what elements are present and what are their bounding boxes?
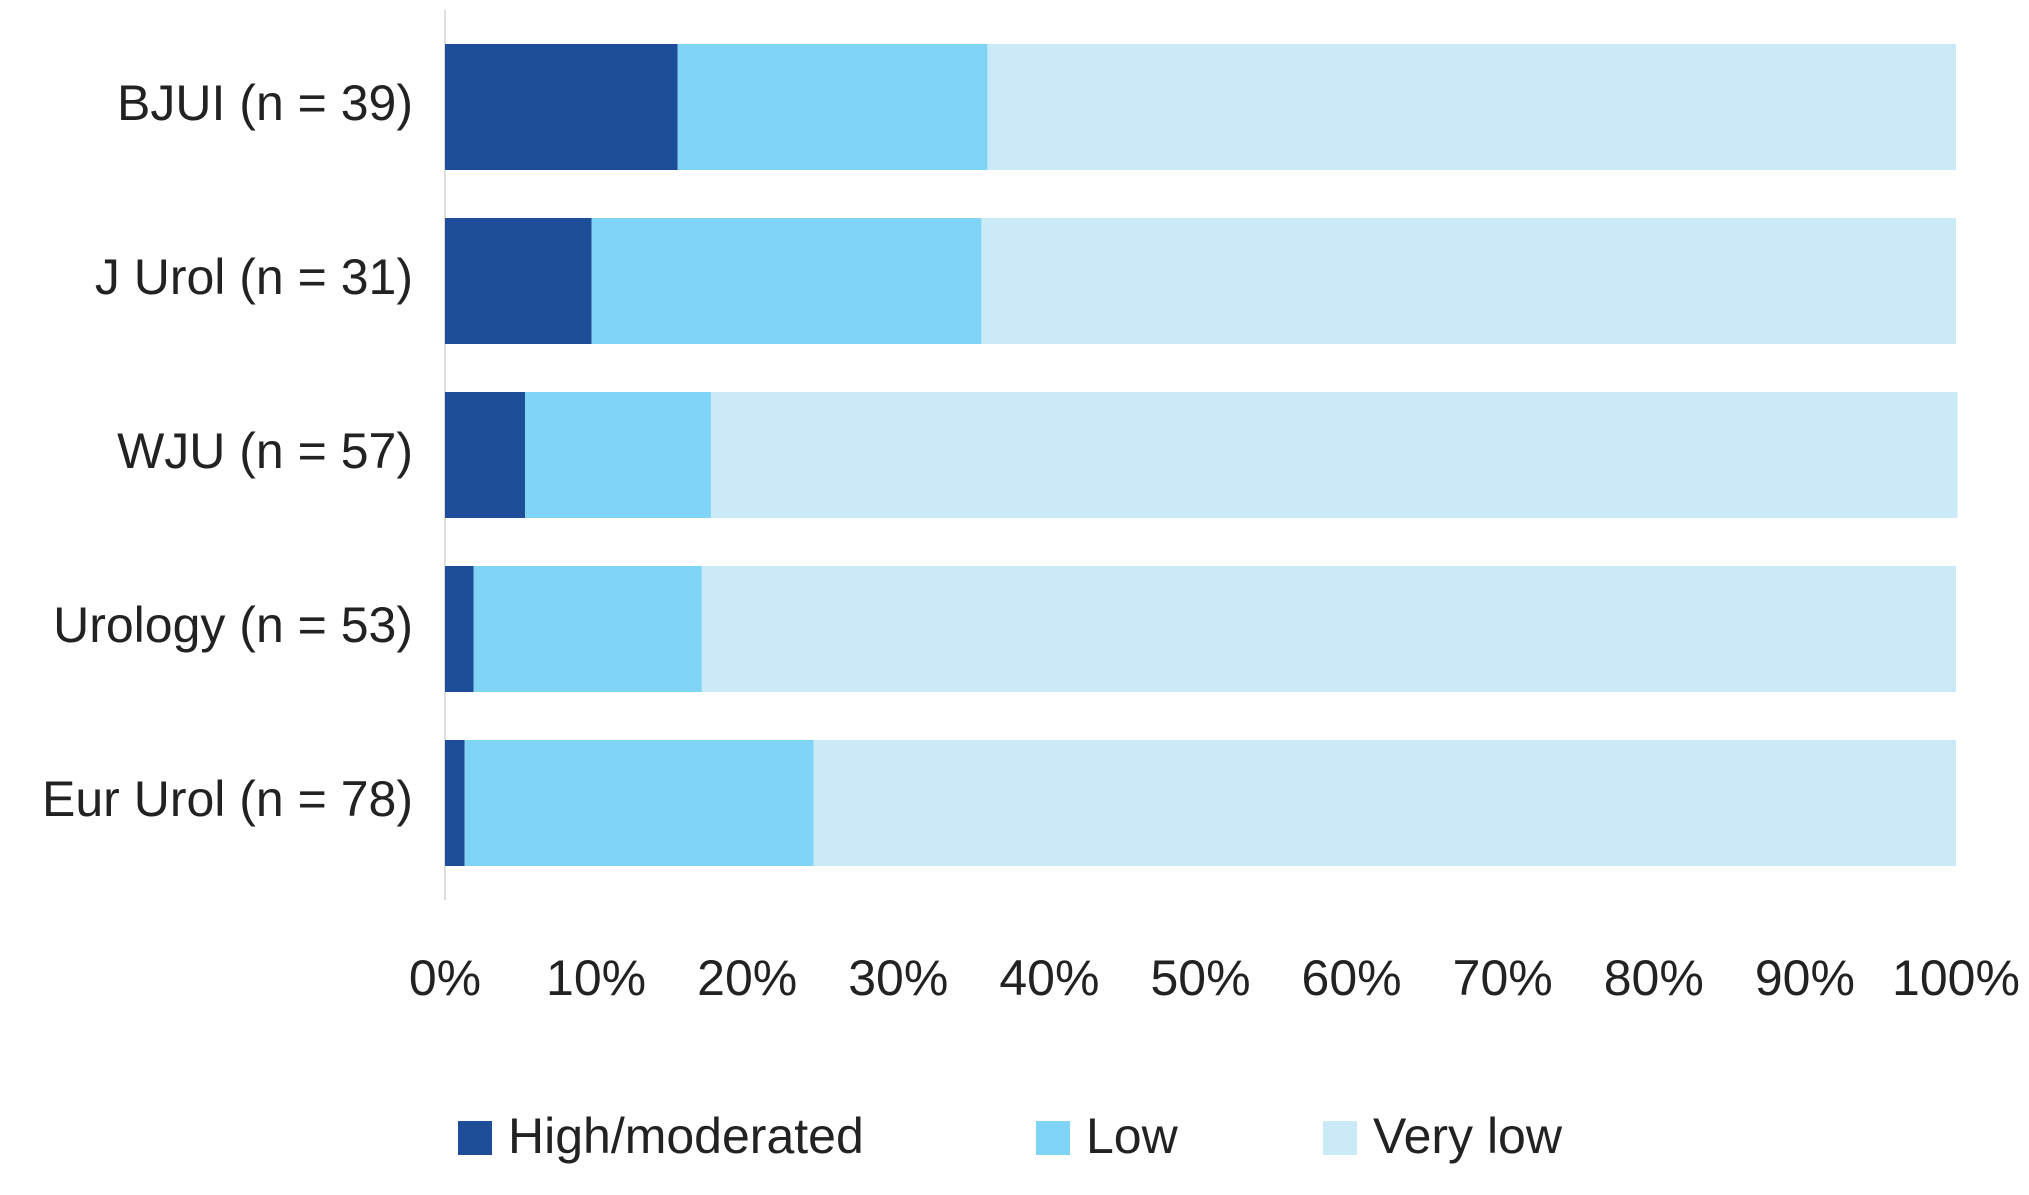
bar-segment: [591, 218, 982, 344]
x-tick-label: 20%: [697, 950, 797, 1006]
bar-segment: [445, 740, 465, 866]
y-tick-label: J Urol (n = 31): [95, 249, 413, 305]
bar-segment: [987, 44, 1956, 170]
x-tick-label: 90%: [1755, 950, 1855, 1006]
x-tick-label: 70%: [1453, 950, 1553, 1006]
bar-segment: [445, 392, 526, 518]
y-tick-label: Urology (n = 53): [53, 597, 413, 653]
bar-segment: [813, 740, 1956, 866]
bar-segment: [473, 566, 702, 692]
x-tick-label: 100%: [1892, 950, 2020, 1006]
x-tick-label: 50%: [1150, 950, 1250, 1006]
x-tick-label: 10%: [546, 950, 646, 1006]
bar-segment: [464, 740, 814, 866]
bar-segment: [445, 44, 678, 170]
y-tick-label: WJU (n = 57): [117, 423, 413, 479]
bar-segment: [677, 44, 988, 170]
x-tick-label: 40%: [999, 950, 1099, 1006]
legend-label: Low: [1086, 1108, 1179, 1164]
bar-segment: [445, 566, 474, 692]
y-tick-label: Eur Urol (n = 78): [42, 771, 413, 827]
x-tick-label: 30%: [848, 950, 948, 1006]
y-tick-label: BJUI (n = 39): [117, 75, 413, 131]
bar-segment: [701, 566, 1956, 692]
bar-segment: [445, 218, 592, 344]
x-tick-label: 80%: [1604, 950, 1704, 1006]
legend-label: High/moderated: [508, 1108, 864, 1164]
x-tick-label: 0%: [409, 950, 481, 1006]
x-tick-label: 60%: [1302, 950, 1402, 1006]
legend-swatch: [458, 1121, 492, 1155]
bar-segment: [981, 218, 1956, 344]
legend-label: Very low: [1373, 1108, 1563, 1164]
legend-swatch: [1323, 1121, 1357, 1155]
legend-swatch: [1036, 1121, 1070, 1155]
bar-segment: [710, 392, 1958, 518]
bar-segment: [525, 392, 711, 518]
